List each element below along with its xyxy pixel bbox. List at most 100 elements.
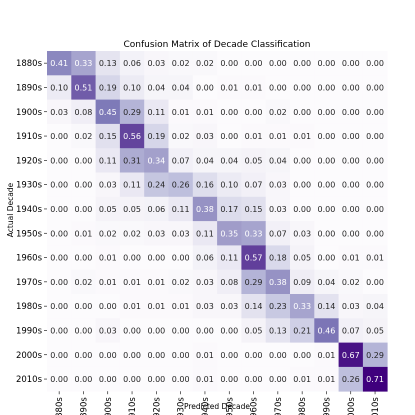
heatmap-cell [192,245,218,271]
cell-value-label: 0.00 [147,351,165,360]
heatmap-cell [265,318,291,343]
cell-value-label: 0.02 [269,108,287,117]
cell-value-label: 0.04 [318,278,336,287]
y-tick-label: 2000s [16,351,43,361]
heatmap-cell [47,366,72,392]
y-tick-label: 1880s [16,59,43,69]
heatmap-cell [314,294,339,319]
heatmap-cell [290,75,315,100]
cell-value-label: 0.03 [50,108,68,117]
heatmap-cell [241,99,267,125]
heatmap-cell [362,148,388,173]
cell-value-label: 0.02 [172,59,190,68]
heatmap-cell [71,196,96,222]
heatmap-cell [217,294,242,319]
heatmap-cell [95,75,121,100]
cell-value-label: 0.00 [50,351,68,360]
heatmap-cell [95,269,121,295]
heatmap-cell [71,51,96,76]
cell-value-label: 0.01 [172,108,190,117]
cell-value-label: 0.05 [245,326,263,335]
heatmap-cell [314,245,339,271]
x-tick-label: 1940s [201,397,211,415]
heatmap-cell [241,123,267,149]
heatmap-cell [144,123,169,149]
heatmap-cell [119,148,145,173]
heatmap-cell [290,245,315,271]
cell-value-label: 0.03 [220,302,238,311]
cell-value-label: 0.00 [342,83,360,92]
cell-value-label: 0.00 [269,83,287,92]
heatmap-cell [144,294,169,319]
heatmap-cell [119,366,145,392]
cell-value-label: 0.03 [147,59,165,68]
heatmap-cell [47,51,72,76]
heatmap-cell [119,172,145,198]
cell-value-label: 0.00 [342,181,360,190]
cell-value-label: 0.00 [123,254,141,263]
heatmap-cell [144,221,169,246]
cell-value-label: 0.07 [342,326,360,335]
heatmap-cell [95,99,121,125]
heatmap-cell [144,366,169,392]
cell-value-label: 0.01 [99,254,117,263]
x-tick-label: 1960s [250,397,260,415]
cell-value-label: 0.00 [147,326,165,335]
y-tick-label: 1890s [16,83,43,93]
cell-value-label: 0.00 [366,278,384,287]
y-tick-label: 1920s [16,156,43,166]
heatmap-cell [314,123,339,149]
heatmap-cell [362,245,388,271]
cell-value-label: 0.01 [99,278,117,287]
heatmap-cell [119,245,145,271]
heatmap-cell [71,148,96,173]
cell-value-label: 0.01 [245,132,263,141]
cell-value-label: 0.00 [147,254,165,263]
cell-value-label: 0.00 [318,108,336,117]
heatmap-cell [119,342,145,368]
cell-value-label: 0.71 [366,375,384,384]
cell-value-label: 0.03 [99,326,117,335]
cell-value-label: 0.04 [269,156,287,165]
heatmap-cell [362,75,388,100]
x-tick-label: 1910s [128,397,138,415]
heatmap-cell [119,75,145,100]
cell-value-label: 0.02 [172,132,190,141]
heatmap-cell [217,269,242,295]
heatmap-cell [144,342,169,368]
cell-value-label: 0.09 [293,278,311,287]
cell-value-label: 0.00 [220,351,238,360]
heatmap-cell [290,342,315,368]
heatmap-cell [192,172,218,198]
heatmap-cell [119,318,145,343]
heatmap-cell [192,75,218,100]
heatmap-cell [168,342,194,368]
cell-value-label: 0.01 [172,302,190,311]
heatmap-cell [71,123,96,149]
cell-value-label: 0.03 [269,181,287,190]
cell-value-label: 0.03 [342,302,360,311]
x-tick-label: 2010s [371,397,381,415]
cell-value-label: 0.00 [196,326,214,335]
heatmap-cell [314,221,339,246]
cell-value-label: 0.00 [75,156,93,165]
cell-value-label: 0.00 [318,83,336,92]
cell-value-label: 0.00 [245,375,263,384]
heatmap-cell [192,196,218,222]
cell-value-label: 0.14 [245,302,263,311]
heatmap-cell [338,221,364,246]
cell-value-label: 0.08 [75,108,93,117]
cell-value-label: 0.00 [342,132,360,141]
heatmap-cell [95,172,121,198]
heatmap-cell [338,148,364,173]
heatmap-cell [95,318,121,343]
heatmap-cell [265,366,291,392]
heatmap-cell [47,221,72,246]
heatmap-cell [265,99,291,125]
heatmap-cell [47,294,72,319]
cell-value-label: 0.00 [366,205,384,214]
cell-value-label: 0.46 [318,326,336,335]
cell-value-label: 0.01 [123,278,141,287]
cell-value-label: 0.00 [293,351,311,360]
heatmap-cell [217,75,242,100]
